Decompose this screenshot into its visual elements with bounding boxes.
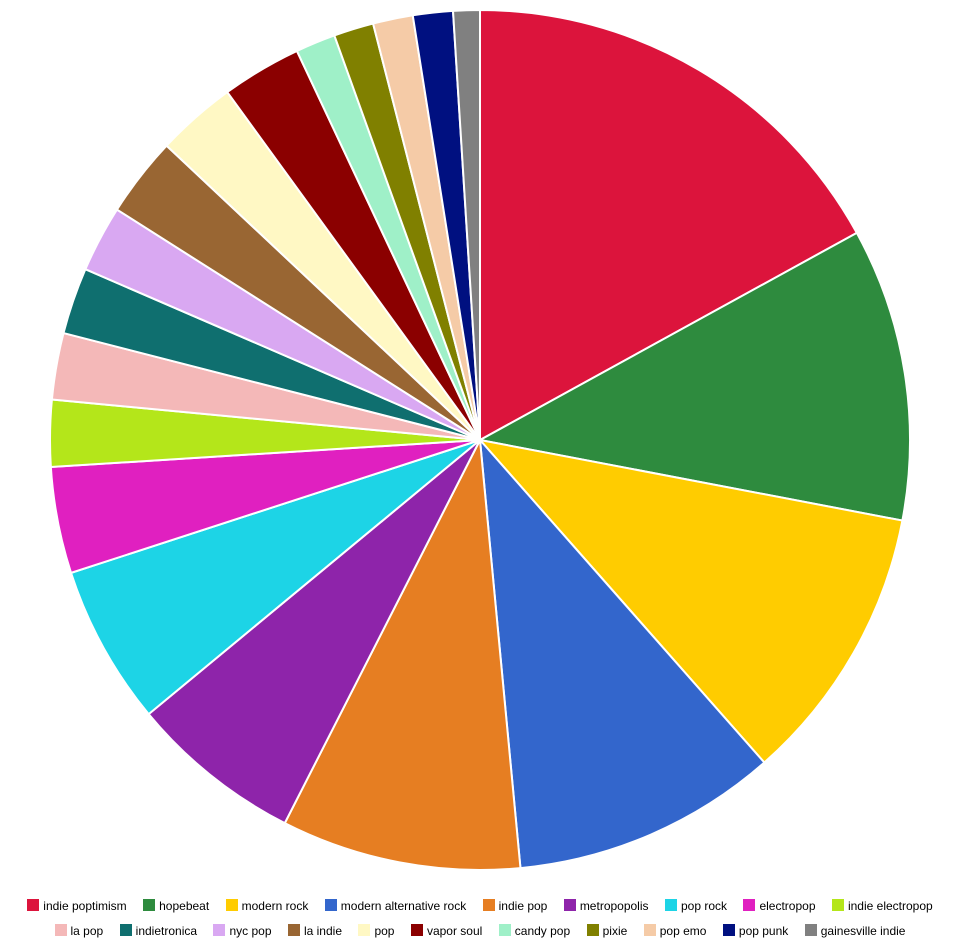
legend-label: indie poptimism xyxy=(43,899,126,913)
legend-item: indie electropop xyxy=(832,897,933,916)
legend-label: la indie xyxy=(304,924,342,938)
legend-swatch xyxy=(411,924,423,936)
legend-item: gainesville indie xyxy=(805,922,906,941)
legend-swatch xyxy=(358,924,370,936)
legend-swatch xyxy=(143,899,155,911)
legend-item: pixie xyxy=(587,922,628,941)
legend-label: pop rock xyxy=(681,899,727,913)
legend-label: vapor soul xyxy=(427,924,482,938)
legend-label: candy pop xyxy=(515,924,570,938)
legend-label: la pop xyxy=(71,924,104,938)
legend-item: hopebeat xyxy=(143,897,209,916)
legend-label: indietronica xyxy=(136,924,197,938)
legend-item: pop xyxy=(358,922,394,941)
legend-swatch xyxy=(325,899,337,911)
legend-swatch xyxy=(226,899,238,911)
legend-label: pop xyxy=(374,924,394,938)
legend-swatch xyxy=(665,899,677,911)
legend-item: modern alternative rock xyxy=(325,897,466,916)
legend-swatch xyxy=(55,924,67,936)
chart-container: indie poptimism hopebeat modern rock mod… xyxy=(0,0,960,952)
legend: indie poptimism hopebeat modern rock mod… xyxy=(0,893,960,944)
legend-item: la pop xyxy=(55,922,104,941)
legend-label: gainesville indie xyxy=(821,924,906,938)
legend-swatch xyxy=(723,924,735,936)
legend-swatch xyxy=(288,924,300,936)
legend-label: modern alternative rock xyxy=(341,899,466,913)
legend-item: indie pop xyxy=(483,897,548,916)
legend-item: pop rock xyxy=(665,897,727,916)
legend-item: indie poptimism xyxy=(27,897,126,916)
legend-swatch xyxy=(832,899,844,911)
legend-label: indie electropop xyxy=(848,899,933,913)
legend-item: vapor soul xyxy=(411,922,482,941)
legend-swatch xyxy=(644,924,656,936)
legend-item: nyc pop xyxy=(213,922,271,941)
legend-label: pop emo xyxy=(660,924,707,938)
legend-label: electropop xyxy=(759,899,815,913)
legend-label: indie pop xyxy=(499,899,548,913)
legend-item: candy pop xyxy=(499,922,570,941)
legend-item: pop emo xyxy=(644,922,707,941)
legend-label: metropopolis xyxy=(580,899,649,913)
legend-swatch xyxy=(587,924,599,936)
legend-label: pop punk xyxy=(739,924,788,938)
legend-item: la indie xyxy=(288,922,342,941)
legend-swatch xyxy=(483,899,495,911)
legend-swatch xyxy=(27,899,39,911)
pie-chart xyxy=(0,0,960,880)
legend-label: nyc pop xyxy=(229,924,271,938)
legend-item: metropopolis xyxy=(564,897,649,916)
legend-swatch xyxy=(564,899,576,911)
legend-swatch xyxy=(120,924,132,936)
legend-swatch xyxy=(213,924,225,936)
legend-item: indietronica xyxy=(120,922,197,941)
legend-swatch xyxy=(743,899,755,911)
legend-label: modern rock xyxy=(242,899,309,913)
legend-item: electropop xyxy=(743,897,815,916)
legend-label: hopebeat xyxy=(159,899,209,913)
legend-item: pop punk xyxy=(723,922,788,941)
legend-swatch xyxy=(805,924,817,936)
legend-label: pixie xyxy=(603,924,628,938)
legend-swatch xyxy=(499,924,511,936)
legend-item: modern rock xyxy=(226,897,309,916)
